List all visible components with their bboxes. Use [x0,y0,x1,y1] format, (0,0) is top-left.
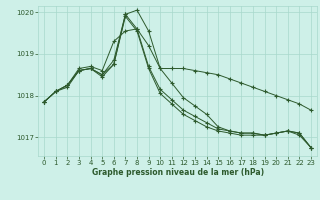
X-axis label: Graphe pression niveau de la mer (hPa): Graphe pression niveau de la mer (hPa) [92,168,264,177]
